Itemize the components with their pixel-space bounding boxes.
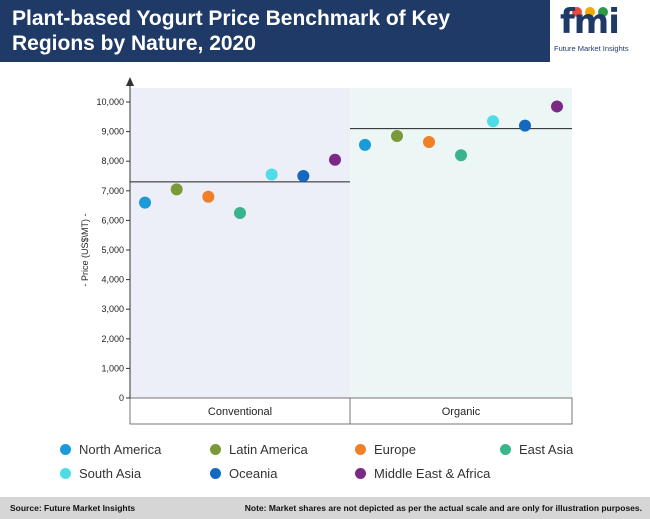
data-point [234, 207, 246, 219]
panel-conventional [130, 88, 350, 424]
legend-label: North America [79, 442, 162, 457]
legend-item: South Asia [60, 466, 141, 481]
data-point [455, 149, 467, 162]
legend-swatch-icon [210, 444, 221, 455]
legend-item: Latin America [210, 442, 308, 457]
chart-legend: North America Latin America Europe East Asi… [60, 442, 640, 492]
category-strip [129, 397, 573, 425]
legend-label: Latin America [229, 442, 308, 457]
legend-label: Oceania [229, 466, 278, 481]
legend-item: Europe [355, 442, 416, 457]
data-point [329, 153, 341, 166]
data-point [202, 190, 215, 203]
header-banner: Plant-based Yogurt Price Benchmark of Ke… [0, 0, 650, 62]
legend-swatch-icon [60, 468, 71, 479]
y-tick-label: 9,000 [101, 127, 124, 137]
data-point [139, 196, 151, 209]
y-tick-label: 1,000 [101, 363, 124, 373]
footer-bar: Source: Future Market Insights Note: Mar… [0, 497, 650, 519]
y-tick-label: 2,000 [101, 334, 124, 344]
y-axis-label: - Price (US$\MT) - [80, 213, 90, 286]
chart-title: Plant-based Yogurt Price Benchmark of Ke… [12, 7, 451, 55]
scatter-chart: 0 1,000 2,000 3,000 4,000 5,000 6,000 7,000 8,00… [80, 77, 573, 425]
legend-swatch-icon [210, 468, 221, 479]
y-tick-label: 0 [119, 393, 124, 403]
disclaimer-note: Note: Market shares are not depicted as … [244, 503, 642, 513]
panel-organic [350, 88, 572, 424]
legend-swatch-icon [500, 444, 511, 455]
data-point [265, 168, 278, 181]
legend-label: Europe [374, 442, 416, 457]
legend-swatch-icon [60, 444, 71, 455]
legend-label: South Asia [79, 466, 142, 481]
legend-item: North America [60, 442, 161, 457]
legend-label: Middle East & Africa [374, 466, 491, 481]
data-point [391, 130, 403, 143]
y-tick-label: 3,000 [101, 304, 124, 314]
data-point [359, 138, 371, 151]
y-tick-label: 4,000 [101, 275, 124, 285]
logo-subtitle: Future Market Insights [554, 44, 629, 53]
data-point [487, 115, 499, 128]
legend-item: Oceania [210, 466, 277, 481]
y-tick-label: 5,000 [101, 245, 124, 255]
y-axis-arrow-icon [126, 77, 134, 86]
y-tick-label: 10,000 [96, 97, 124, 107]
y-tick-label: 6,000 [101, 215, 124, 225]
category-label: Organic [442, 406, 481, 418]
data-point [519, 119, 531, 132]
logo-text: fmi [560, 2, 620, 42]
legend-swatch-icon [355, 444, 366, 455]
data-point [170, 183, 183, 196]
company-logo: fmi Future Market Insights [550, 0, 650, 62]
data-point [423, 135, 435, 148]
y-tick-label: 7,000 [101, 186, 124, 196]
source-note: Source: Future Market Insights [10, 503, 136, 513]
logo-dots-icon [572, 4, 611, 22]
legend-item: Middle East & Africa [355, 466, 490, 481]
y-tick-label: 8,000 [101, 156, 124, 166]
legend-item: East Asia [500, 442, 573, 457]
legend-swatch-icon [355, 468, 366, 479]
data-point [551, 100, 563, 113]
data-point [297, 170, 310, 182]
legend-label: East Asia [519, 442, 574, 457]
category-label: Conventional [208, 406, 272, 418]
